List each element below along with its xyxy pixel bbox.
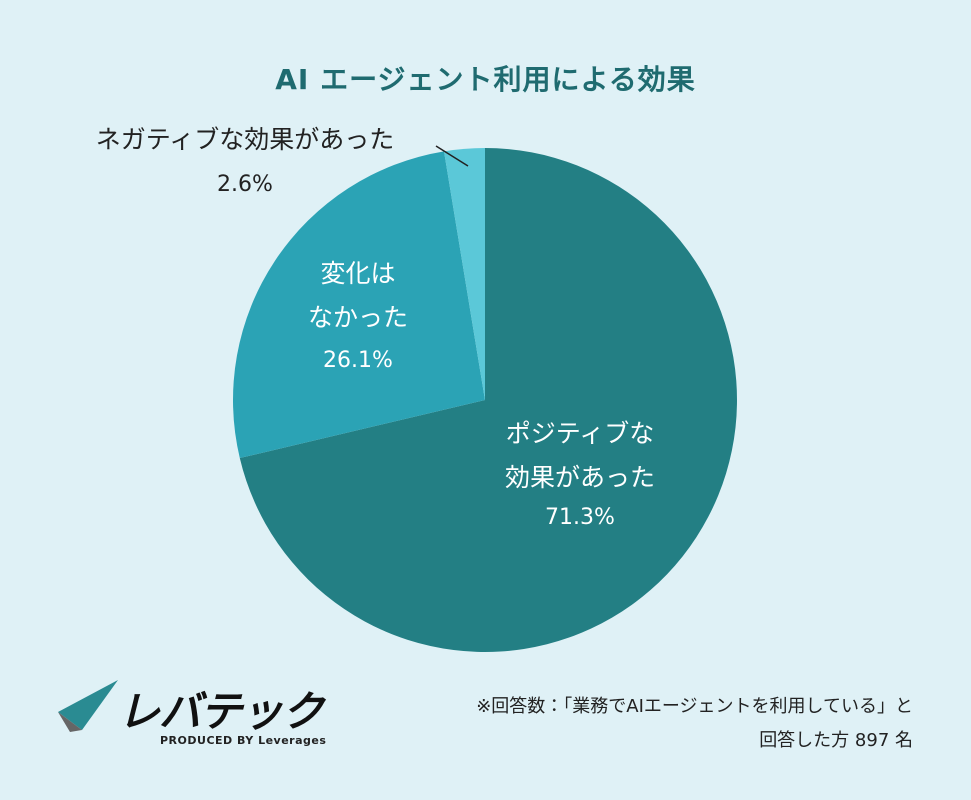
logo-mark-shade [58,712,82,732]
logo: レバテック [118,687,324,736]
produced-by: PRODUCED BY Leverages [160,734,327,747]
value-label: 2.6% [217,172,273,197]
slice-label: ポジティブな 効果があった [504,419,656,492]
value-label: 71.3% [545,505,615,530]
leader-line [435,145,469,167]
pie-slice [444,148,485,400]
slice-label: ネガティブな効果があった [95,125,395,154]
slice-label: 変化は なかった [307,259,409,332]
value-label: 26.1% [323,348,393,373]
chart-title: AI エージェント利用による効果 [275,63,696,96]
logo-mark [58,680,118,730]
pie-slice [239,148,737,652]
footnote: ※回答数：「業務でAIエージェントを利用している」と 回答した方 897 名 [476,696,913,751]
pie-slice [233,151,485,459]
